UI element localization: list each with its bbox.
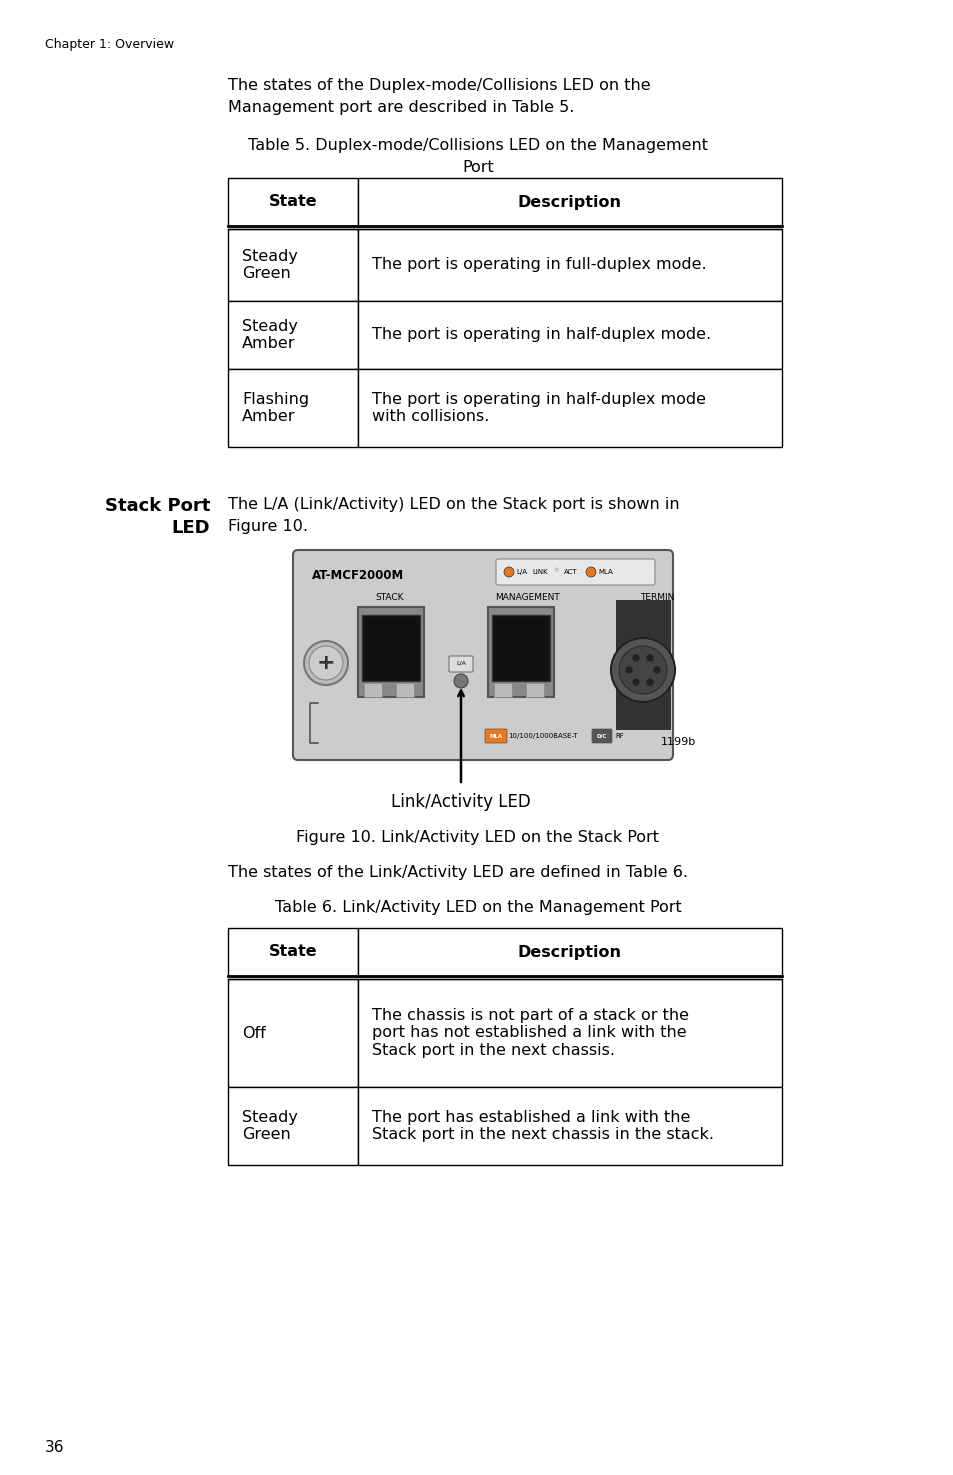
Text: RF: RF: [615, 733, 623, 739]
Bar: [364, 683, 381, 698]
Text: AT-MCF2000M: AT-MCF2000M: [312, 569, 404, 583]
Text: Management port are described in Table 5.: Management port are described in Table 5…: [228, 100, 574, 115]
Text: Stack Port: Stack Port: [105, 497, 210, 515]
Bar: [357, 229, 781, 301]
Bar: [357, 928, 781, 976]
Circle shape: [503, 566, 514, 577]
FancyBboxPatch shape: [449, 656, 473, 673]
Text: Steady
Amber: Steady Amber: [242, 319, 297, 351]
Text: The port is operating in full-duplex mode.: The port is operating in full-duplex mod…: [372, 258, 706, 273]
Text: TERMIN: TERMIN: [639, 593, 674, 602]
Text: MANAGEMENT: MANAGEMENT: [496, 593, 559, 602]
Circle shape: [309, 646, 343, 680]
Text: The chassis is not part of a stack or the
port has not established a link with t: The chassis is not part of a stack or th…: [372, 1007, 688, 1058]
Circle shape: [610, 639, 675, 702]
Circle shape: [633, 678, 639, 684]
Text: The states of the Duplex-mode/Collisions LED on the: The states of the Duplex-mode/Collisions…: [228, 78, 650, 93]
Text: Table 6. Link/Activity LED on the Management Port: Table 6. Link/Activity LED on the Manage…: [274, 900, 680, 914]
Bar: [357, 1087, 781, 1165]
Text: The port is operating in half-duplex mode
with collisions.: The port is operating in half-duplex mod…: [372, 392, 705, 425]
Bar: [488, 608, 554, 698]
Bar: [492, 615, 550, 681]
Text: State: State: [269, 944, 317, 960]
Bar: [357, 608, 423, 698]
Text: Figure 10. Link/Activity LED on the Stack Port: Figure 10. Link/Activity LED on the Stac…: [296, 830, 659, 845]
Circle shape: [585, 566, 596, 577]
Text: D/C: D/C: [597, 733, 607, 739]
Text: ACT: ACT: [563, 569, 577, 575]
Circle shape: [646, 655, 652, 661]
Bar: [494, 683, 512, 698]
Bar: [228, 1087, 357, 1165]
Circle shape: [625, 667, 631, 673]
Bar: [228, 178, 357, 226]
Text: Flashing
Amber: Flashing Amber: [242, 392, 309, 425]
Bar: [228, 928, 357, 976]
Text: Steady
Green: Steady Green: [242, 1109, 297, 1142]
Text: MLA: MLA: [489, 733, 502, 739]
Circle shape: [654, 667, 659, 673]
Bar: [228, 301, 357, 369]
Text: Chapter 1: Overview: Chapter 1: Overview: [45, 38, 174, 52]
Text: The port is operating in half-duplex mode.: The port is operating in half-duplex mod…: [372, 327, 710, 342]
Bar: [228, 979, 357, 1087]
Text: L/A: L/A: [456, 661, 465, 665]
Text: STACK: STACK: [375, 593, 404, 602]
Circle shape: [454, 674, 468, 687]
Text: +: +: [316, 653, 335, 673]
Text: The L/A (Link/Activity) LED on the Stack port is shown in: The L/A (Link/Activity) LED on the Stack…: [228, 497, 679, 512]
Circle shape: [633, 655, 639, 661]
Circle shape: [646, 678, 652, 684]
Text: LINK: LINK: [532, 569, 547, 575]
FancyBboxPatch shape: [592, 729, 612, 743]
Bar: [357, 979, 781, 1087]
Bar: [357, 301, 781, 369]
Text: Figure 10.: Figure 10.: [228, 519, 308, 534]
Text: State: State: [269, 195, 317, 209]
FancyBboxPatch shape: [496, 559, 655, 586]
Text: 10/100/1000BASE-T: 10/100/1000BASE-T: [507, 733, 577, 739]
Text: L/A: L/A: [516, 569, 526, 575]
Bar: [228, 369, 357, 447]
Text: Port: Port: [461, 159, 494, 176]
Text: Steady
Green: Steady Green: [242, 249, 297, 282]
FancyBboxPatch shape: [484, 729, 506, 743]
FancyBboxPatch shape: [293, 550, 672, 760]
Text: LED: LED: [172, 519, 210, 537]
Text: Off: Off: [242, 1025, 266, 1040]
Bar: [361, 615, 419, 681]
Text: Description: Description: [517, 195, 621, 209]
Text: 1199b: 1199b: [660, 738, 696, 746]
Bar: [525, 683, 543, 698]
Bar: [228, 229, 357, 301]
Text: The port has established a link with the
Stack port in the next chassis in the s: The port has established a link with the…: [372, 1109, 713, 1142]
Text: Description: Description: [517, 944, 621, 960]
Text: Table 5. Duplex-mode/Collisions LED on the Management: Table 5. Duplex-mode/Collisions LED on t…: [248, 139, 707, 153]
Text: Link/Activity LED: Link/Activity LED: [391, 794, 530, 811]
Text: MLA: MLA: [598, 569, 612, 575]
Text: The states of the Link/Activity LED are defined in Table 6.: The states of the Link/Activity LED are …: [228, 864, 687, 881]
Circle shape: [304, 642, 348, 684]
Text: *: *: [554, 566, 559, 577]
Bar: [357, 369, 781, 447]
Bar: [357, 178, 781, 226]
Bar: [395, 683, 414, 698]
Text: 36: 36: [45, 1440, 65, 1454]
Circle shape: [618, 646, 666, 695]
Bar: [616, 600, 670, 730]
